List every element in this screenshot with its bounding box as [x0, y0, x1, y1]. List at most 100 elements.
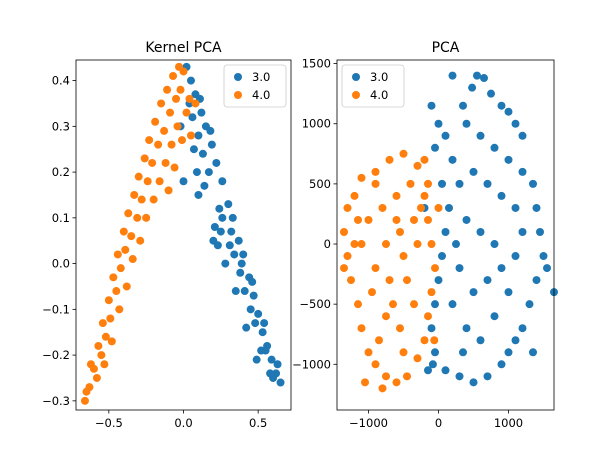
data-point — [403, 276, 411, 285]
data-point — [497, 191, 506, 200]
data-point — [172, 94, 181, 103]
data-point — [413, 354, 422, 363]
data-point — [431, 348, 439, 357]
data-point — [248, 277, 257, 286]
data-point — [434, 119, 443, 128]
data-point — [350, 191, 359, 200]
data-point — [188, 113, 197, 122]
legend-label: 3.0 — [252, 70, 270, 84]
data-point — [455, 179, 464, 188]
data-point — [357, 324, 366, 333]
data-point — [518, 227, 527, 236]
data-point — [399, 149, 408, 158]
data-point — [371, 360, 380, 369]
data-point — [212, 158, 221, 167]
data-point — [216, 227, 225, 236]
data-point — [357, 173, 366, 182]
data-point — [536, 227, 544, 236]
y-tick-label: −0.3 — [42, 394, 70, 408]
data-point — [354, 300, 362, 309]
data-point — [218, 177, 227, 186]
data-point — [441, 227, 450, 236]
y-tick-label: 0.0 — [52, 257, 70, 271]
data-point — [392, 215, 401, 224]
data-point — [133, 213, 142, 222]
legend-label: 4.0 — [252, 88, 270, 102]
data-point — [160, 126, 169, 135]
series-3-0 — [176, 62, 285, 387]
y-tick-label: 1000 — [302, 117, 331, 131]
data-point — [357, 240, 366, 249]
data-point — [130, 190, 139, 199]
data-point — [427, 240, 436, 249]
data-point — [459, 348, 467, 357]
y-tick-label: 500 — [309, 177, 331, 191]
series-3-0 — [420, 71, 558, 387]
data-point — [490, 143, 499, 152]
data-point — [448, 155, 457, 164]
data-point — [382, 372, 390, 381]
plot-area — [76, 60, 291, 410]
data-point — [242, 323, 251, 332]
legend-marker — [352, 91, 360, 99]
data-point — [518, 324, 527, 333]
data-point — [200, 181, 209, 190]
data-point — [225, 241, 234, 250]
data-point — [228, 213, 237, 222]
data-point — [532, 203, 541, 212]
data-point — [252, 355, 261, 364]
data-point — [539, 252, 548, 261]
data-point — [155, 177, 164, 186]
data-point — [424, 366, 432, 375]
data-point — [476, 336, 485, 345]
data-point — [191, 99, 200, 108]
data-point — [151, 117, 160, 126]
data-point — [487, 89, 495, 98]
chart-title: PCA — [432, 40, 460, 56]
data-point — [167, 140, 176, 149]
data-point — [424, 215, 432, 224]
data-point — [347, 276, 355, 285]
x-tick-label: 0.0 — [174, 416, 192, 430]
data-point — [483, 276, 492, 285]
data-point — [80, 396, 89, 405]
data-point — [134, 172, 143, 181]
legend-label: 3.0 — [370, 70, 388, 84]
data-point — [441, 366, 450, 375]
data-point — [504, 107, 513, 116]
data-point — [234, 236, 243, 245]
data-point — [276, 378, 285, 387]
data-point — [448, 71, 457, 80]
data-point — [176, 85, 185, 94]
data-point — [249, 291, 258, 300]
data-point — [438, 179, 446, 188]
data-point — [354, 215, 362, 224]
data-point — [497, 101, 506, 110]
data-point — [371, 167, 380, 176]
data-point — [92, 373, 101, 382]
data-point — [430, 336, 439, 345]
data-point — [178, 136, 187, 145]
data-point — [445, 203, 453, 212]
data-point — [173, 122, 182, 131]
data-point — [192, 168, 201, 177]
data-point — [403, 372, 411, 381]
data-point — [137, 195, 146, 204]
data-point — [410, 215, 418, 224]
data-point — [361, 378, 369, 387]
data-point — [124, 209, 133, 218]
data-point — [157, 99, 166, 108]
data-point — [98, 319, 107, 328]
data-point — [396, 227, 404, 236]
data-point — [100, 360, 109, 369]
y-tick-label: −0.1 — [42, 302, 70, 316]
axes-frame — [336, 59, 555, 411]
data-point — [213, 241, 222, 250]
data-point — [504, 288, 513, 297]
data-point — [448, 300, 457, 309]
data-point — [490, 312, 499, 321]
data-point — [198, 149, 207, 158]
data-point — [122, 282, 131, 291]
